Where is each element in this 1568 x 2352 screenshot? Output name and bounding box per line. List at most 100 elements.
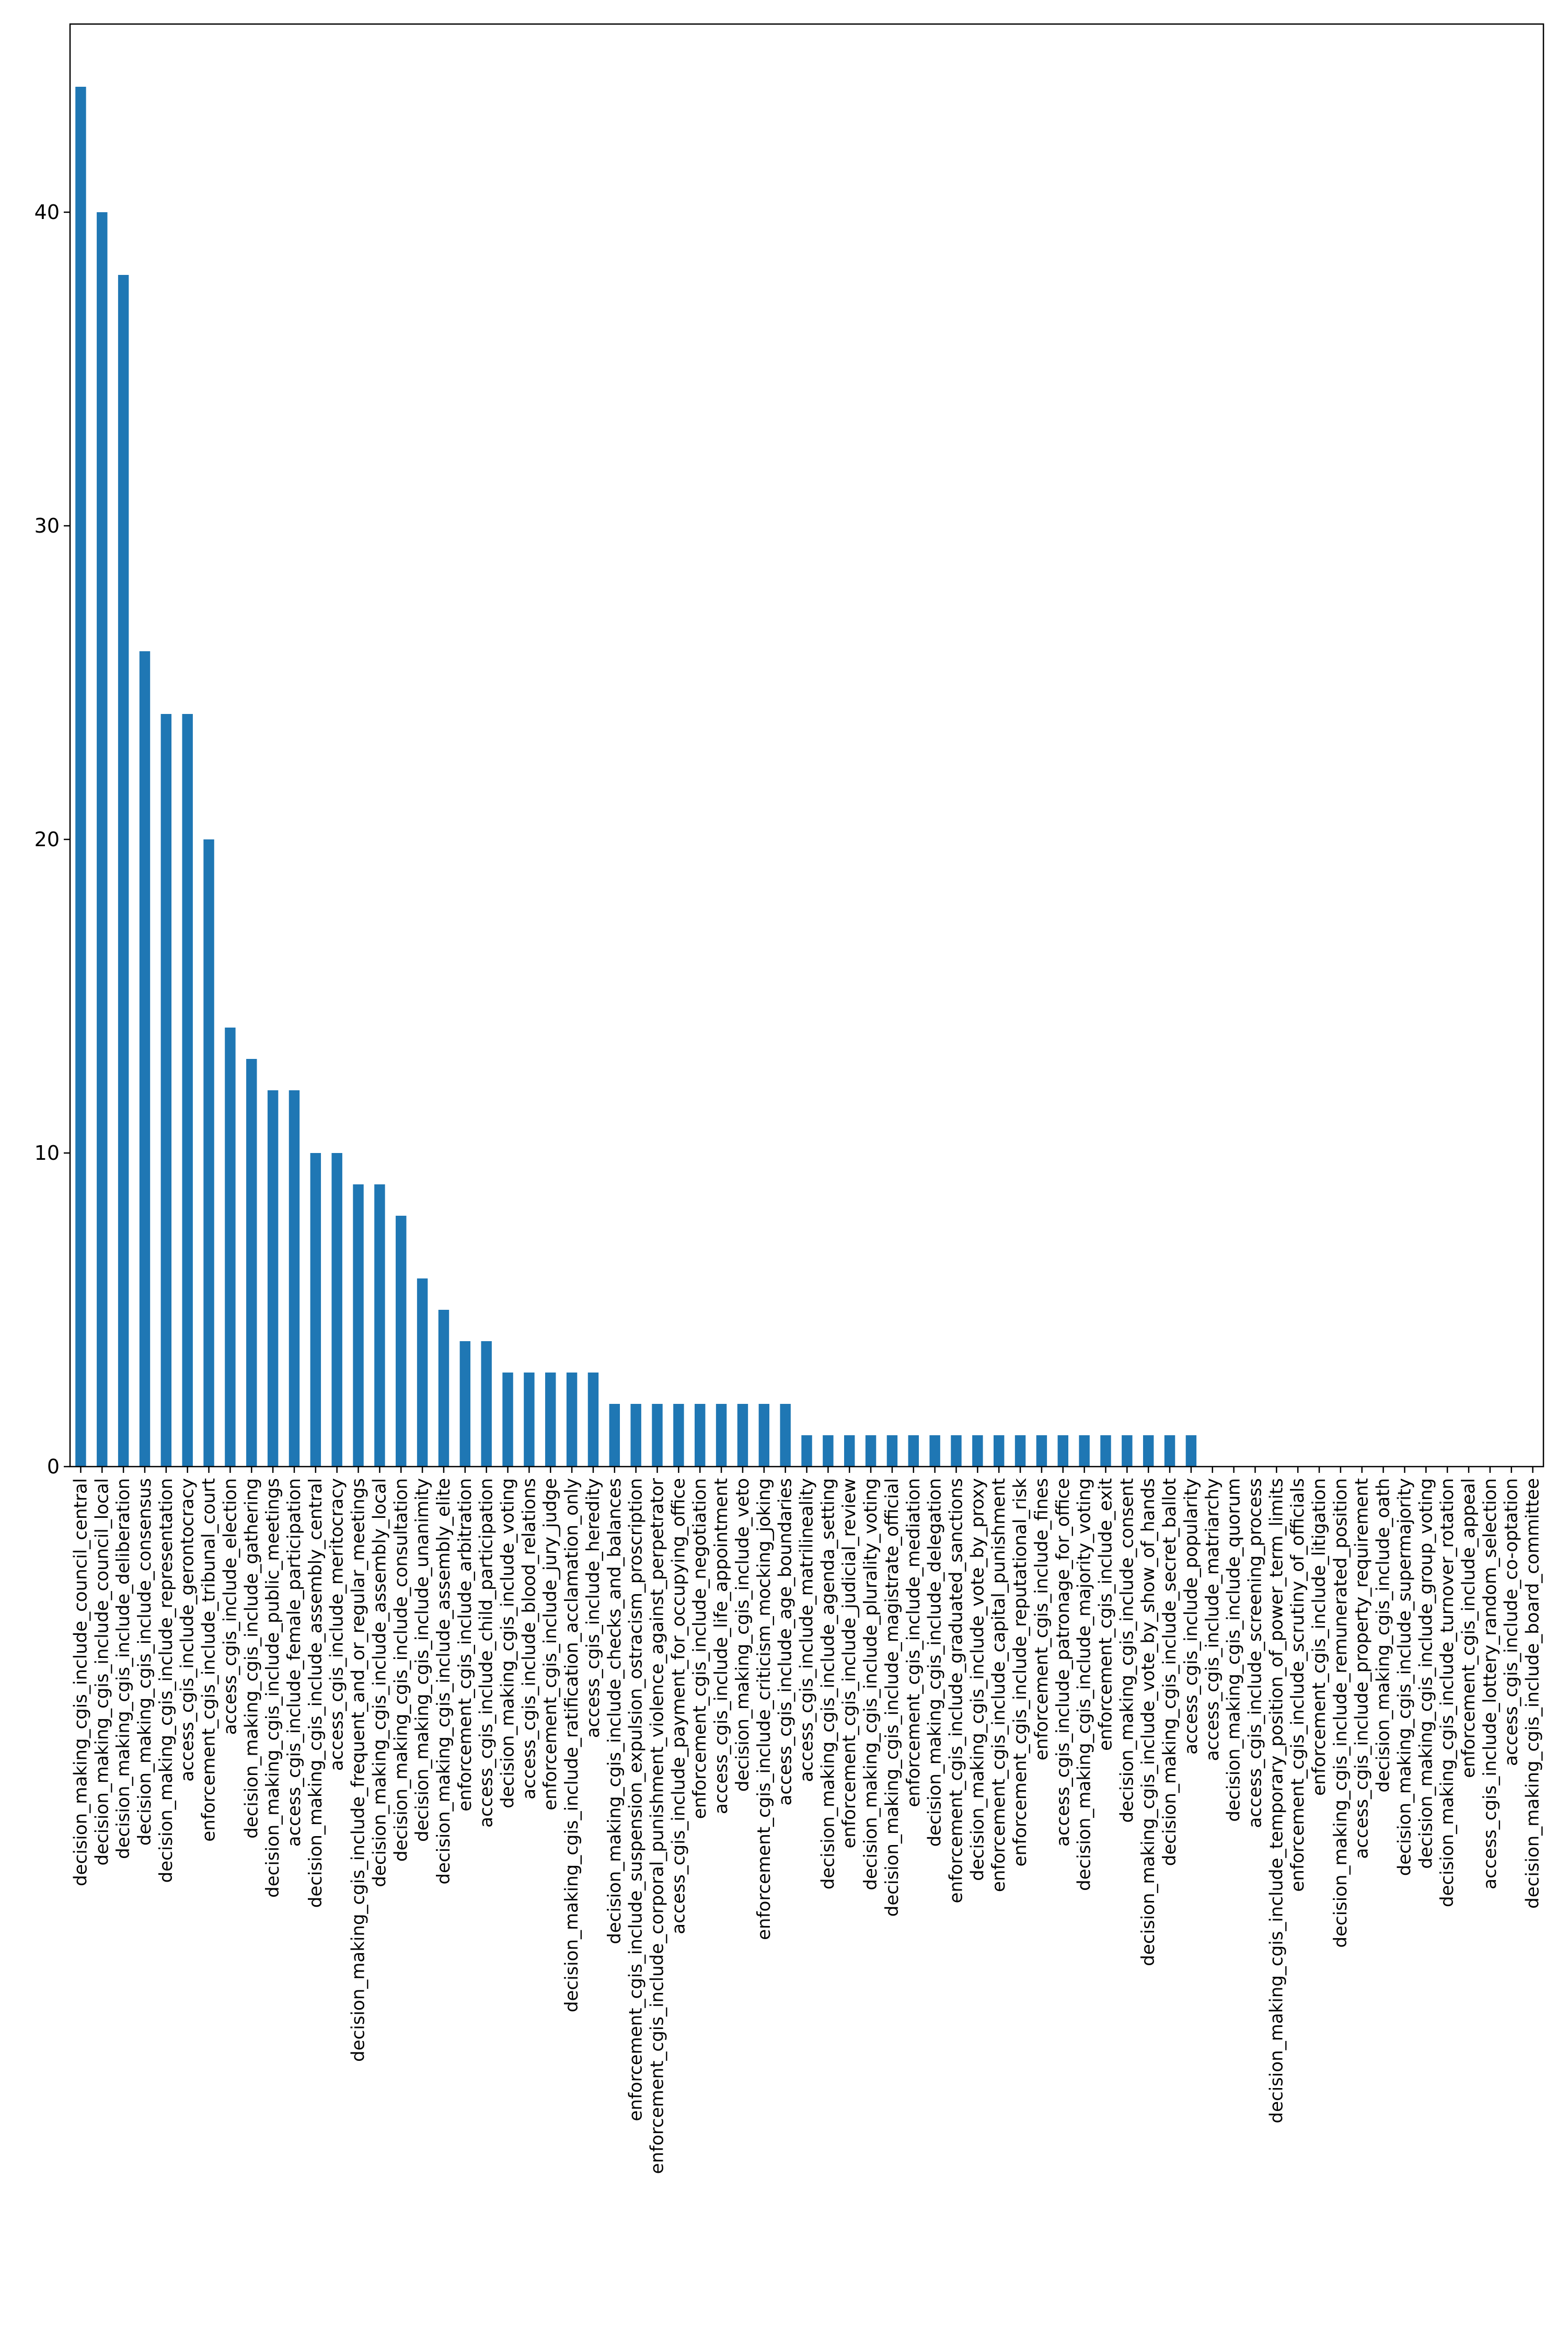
x-tick-label: decision_making_cgis_include_delegation <box>925 1478 946 1847</box>
x-tick-label: decision_making_cgis_include_quorum <box>1224 1478 1244 1822</box>
x-tick-label: access_cgis_include_co-optation <box>1501 1478 1522 1766</box>
x-tick-label: enforcement_cgis_include_fines <box>1031 1478 1052 1760</box>
x-tick-label: decision_making_cgis_include_vote_by_sho… <box>1138 1478 1159 1966</box>
bar <box>758 1404 770 1467</box>
x-tick-label: decision_making_cgis_include_unanimity <box>412 1478 433 1842</box>
bar <box>972 1435 983 1467</box>
x-tick-label: access_cgis_include_gerontocracy <box>177 1478 198 1782</box>
y-tick-label: 10 <box>34 1142 60 1165</box>
bar <box>1014 1435 1026 1467</box>
y-tick-label: 0 <box>47 1455 60 1478</box>
bar <box>160 714 172 1467</box>
x-tick-label: access_cgis_include_child_participation <box>476 1478 497 1828</box>
x-tick-label: decision_making_cgis_include_consent <box>1116 1478 1137 1823</box>
x-tick-label: decision_making_cgis_include_consultatio… <box>390 1478 411 1862</box>
x-tick-label: decision_making_cgis_include_supermajori… <box>1394 1478 1415 1876</box>
x-tick-label: access_cgis_include_popularity <box>1181 1478 1202 1755</box>
x-tick-label: decision_making_cgis_include_veto <box>732 1478 753 1792</box>
x-tick-label: decision_making_cgis_include_group_votin… <box>1415 1478 1436 1869</box>
bar <box>951 1435 962 1467</box>
x-tick-label: enforcement_cgis_include_tribunal_court <box>199 1478 220 1842</box>
bar <box>886 1435 898 1467</box>
x-tick-label: decision_making_cgis_include_frequent_an… <box>348 1478 369 2062</box>
bar <box>481 1341 492 1467</box>
bar <box>844 1435 855 1467</box>
x-tick-label: decision_making_cgis_include_assembly_ce… <box>305 1478 326 1908</box>
bar <box>1164 1435 1175 1467</box>
x-tick-label: enforcement_cgis_include_jury_judge <box>540 1478 561 1811</box>
y-tick-label: 30 <box>34 514 60 537</box>
x-tick-label: decision_making_cgis_include_magistrate_… <box>882 1478 903 1917</box>
bar <box>182 714 193 1467</box>
x-tick-label: access_cgis_include_lottery_random_selec… <box>1480 1478 1501 1889</box>
bar <box>118 275 129 1467</box>
x-tick-label: decision_making_cgis_include_consensus <box>134 1478 155 1846</box>
bar <box>566 1373 578 1467</box>
x-tick-label: enforcement_cgis_include_negotiation <box>689 1478 710 1819</box>
x-tick-label: decision_making_cgis_include_assembly_el… <box>433 1478 454 1885</box>
bar <box>929 1435 940 1467</box>
bar <box>545 1373 556 1467</box>
x-tick-label: decision_making_cgis_include_council_loc… <box>91 1478 112 1865</box>
x-tick-label: decision_making_cgis_include_checks_and_… <box>604 1478 625 1944</box>
bar <box>459 1341 471 1467</box>
x-tick-label: enforcement_cgis_include_corporal_punish… <box>647 1478 668 2174</box>
x-axis: decision_making_cgis_include_council_cen… <box>70 1467 1543 2174</box>
x-tick-label: access_cgis_include_matriarchy <box>1202 1478 1223 1761</box>
x-tick-label: access_cgis_include_election <box>220 1478 240 1735</box>
bar <box>97 212 108 1467</box>
x-tick-label: access_cgis_include_property_requirement <box>1352 1478 1373 1859</box>
x-tick-label: decision_making_cgis_include_gathering <box>241 1478 262 1839</box>
x-tick-label: access_cgis_include_payment_for_occupyin… <box>668 1478 689 1934</box>
x-tick-label: enforcement_cgis_include_mediation <box>903 1478 924 1807</box>
x-tick-label: decision_making_cgis_include_deliberatio… <box>113 1478 134 1859</box>
bar <box>267 1090 279 1467</box>
x-tick-label: enforcement_cgis_include_arbitration <box>455 1478 476 1812</box>
x-tick-label: access_cgis_include_age_boundaries <box>775 1478 796 1805</box>
bar <box>801 1435 812 1467</box>
bar <box>203 839 214 1467</box>
bar <box>630 1404 641 1467</box>
bar <box>374 1184 385 1467</box>
x-tick-label: enforcement_cgis_include_graduated_sanct… <box>946 1478 966 1903</box>
x-tick-label: enforcement_cgis_include_appeal <box>1458 1478 1479 1778</box>
x-tick-label: decision_making_cgis_include_agenda_sett… <box>817 1478 838 1889</box>
bar <box>587 1373 599 1467</box>
x-tick-label: access_cgis_include_blood_relations <box>518 1478 539 1800</box>
x-tick-label: decision_making_cgis_include_plurality_v… <box>860 1478 881 1890</box>
x-tick-label: enforcement_cgis_include_reputational_ri… <box>1010 1478 1031 1867</box>
x-tick-label: decision_making_cgis_include_council_cen… <box>70 1478 91 1886</box>
bar <box>1057 1435 1068 1467</box>
bar <box>438 1310 449 1467</box>
x-tick-label: enforcement_cgis_include_scrutiny_of_off… <box>1287 1478 1308 1892</box>
x-tick-label: enforcement_cgis_include_litigation <box>1309 1478 1330 1796</box>
x-tick-label: enforcement_cgis_include_suspension_expu… <box>626 1478 647 2121</box>
x-tick-label: enforcement_cgis_include_judicial_review <box>839 1478 860 1849</box>
x-tick-label: access_cgis_include_heredity <box>583 1478 604 1738</box>
x-tick-label: decision_making_cgis_include_representat… <box>156 1478 177 1883</box>
x-tick-label: decision_making_cgis_include_majority_vo… <box>1074 1478 1095 1891</box>
y-tick-label: 20 <box>34 828 60 851</box>
bar <box>1036 1435 1047 1467</box>
bar <box>310 1153 321 1467</box>
x-tick-label: decision_making_cgis_include_ratificatio… <box>561 1478 582 2012</box>
x-tick-label: access_cgis_include_life_appointment <box>711 1478 732 1814</box>
x-tick-label: decision_making_cgis_include_temporary_p… <box>1266 1478 1287 2123</box>
bar <box>1100 1435 1111 1467</box>
bar <box>1185 1435 1197 1467</box>
x-tick-label: decision_making_cgis_include_oath <box>1373 1478 1394 1793</box>
bar <box>695 1404 706 1467</box>
bar <box>823 1435 834 1467</box>
x-tick-label: decision_making_cgis_include_assembly_lo… <box>369 1478 390 1887</box>
x-tick-label: decision_making_cgis_include_public_meet… <box>262 1478 283 1898</box>
bar <box>417 1278 428 1467</box>
bar <box>780 1404 791 1467</box>
x-tick-label: enforcement_cgis_include_capital_punishm… <box>988 1478 1009 1892</box>
bar <box>502 1373 513 1467</box>
bar <box>673 1404 684 1467</box>
bar <box>353 1184 364 1467</box>
x-tick-label: access_cgis_include_patronage_for_office <box>1053 1478 1074 1847</box>
bar <box>246 1059 257 1467</box>
x-tick-label: enforcement_cgis_include_criticism_mocki… <box>754 1478 775 1940</box>
